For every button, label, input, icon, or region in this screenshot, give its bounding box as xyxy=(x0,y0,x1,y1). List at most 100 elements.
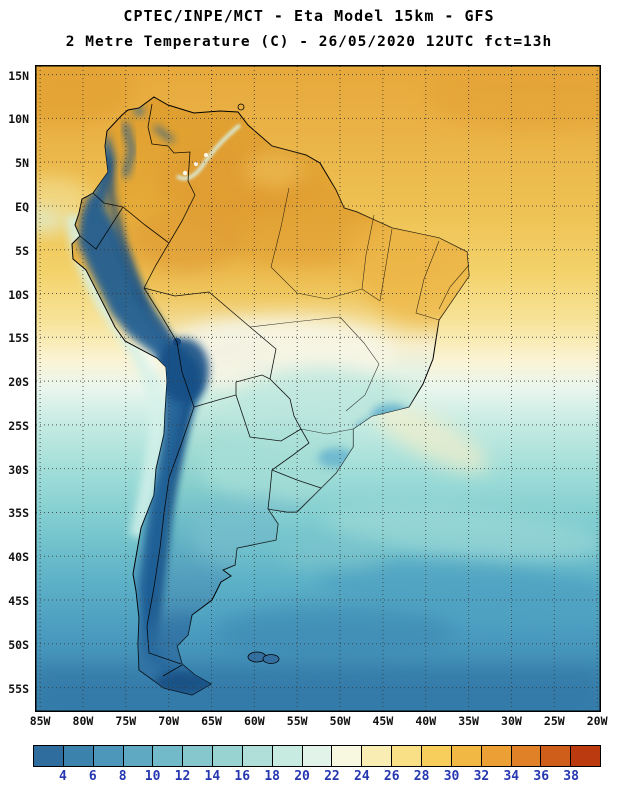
colorbar-tick-label: 38 xyxy=(563,769,579,784)
colorbar-segment xyxy=(392,746,422,766)
lon-tick-label: 85W xyxy=(29,714,51,728)
lat-tick-label: 15N xyxy=(8,68,29,83)
border-ecuador-peru xyxy=(79,206,124,250)
colorbar-tick-label: 22 xyxy=(324,769,340,784)
lat-tick-label: 50S xyxy=(8,637,29,652)
lon-tick-label: 30W xyxy=(501,714,522,728)
colorbar-segment xyxy=(153,746,184,766)
lon-tick-label: 40W xyxy=(415,714,437,728)
colorbar-segment xyxy=(421,746,452,766)
colorbar-segment xyxy=(571,746,601,766)
border-peru-brazil xyxy=(143,242,170,289)
lat-tick-label: 55S xyxy=(8,681,29,696)
lat-tick-label: 45S xyxy=(8,594,29,609)
colorbar-segment xyxy=(272,746,303,766)
colorbar-tick-label: 36 xyxy=(533,769,550,784)
map-area xyxy=(35,65,601,712)
colorbar-segment xyxy=(183,746,214,766)
lat-tick-label: 25S xyxy=(8,418,29,433)
colorbar-scale xyxy=(33,745,601,767)
border-bolivia-brazil xyxy=(143,287,277,380)
brazil-current-tongue xyxy=(371,401,489,473)
altiplano-cold-patch xyxy=(157,338,209,402)
colorbar-tick-label: 24 xyxy=(354,769,370,784)
border-peru-colombia xyxy=(122,206,170,244)
subantarctic-band xyxy=(36,665,600,711)
colorbar-tick-label: 20 xyxy=(294,769,310,784)
land-temperature-detail xyxy=(78,106,469,695)
lon-tick-label: 25W xyxy=(543,714,565,728)
lon-tick-label: 20W xyxy=(586,714,608,728)
lon-tick-label: 70W xyxy=(158,714,180,728)
lon-tick-label: 55W xyxy=(286,714,308,728)
colorbar-segment xyxy=(213,746,243,766)
border-uruguay-brazil xyxy=(271,469,322,489)
lat-tick-label: 35S xyxy=(8,506,29,521)
lat-tick-label: 10S xyxy=(8,287,29,302)
colorbar-segment xyxy=(93,746,124,766)
map-field xyxy=(36,66,600,711)
colorbar-tick-label: 4 xyxy=(58,769,67,784)
merida-range xyxy=(153,125,175,143)
lon-tick-label: 45W xyxy=(372,714,394,728)
trinidad-island xyxy=(237,103,245,111)
warm-ocean-patch xyxy=(425,66,600,130)
colorbar-tick-label: 12 xyxy=(174,769,191,784)
lat-tick-label: EQ xyxy=(15,199,29,214)
colorbar-tick-label: 18 xyxy=(264,769,280,784)
river-cool-dot xyxy=(204,153,208,157)
colorbar-segment xyxy=(451,746,482,766)
border-argentina-brazil-uruguay xyxy=(267,428,310,510)
lat-tick-label: 30S xyxy=(8,462,29,477)
lat-tick-label: 40S xyxy=(8,550,29,565)
colorbar-tick-label: 34 xyxy=(503,769,520,784)
colorbar-tick-labels: 4 6 8 10 12 14 16 18 20 22 24 26 28 30 32 34 36 38 xyxy=(33,769,601,787)
river-cool-dot xyxy=(182,170,188,176)
colorbar-tick-label: 10 xyxy=(144,769,161,784)
colorbar-tick-label: 6 xyxy=(88,769,97,784)
colorbar-tick-label: 8 xyxy=(118,769,127,784)
chart-header: CPTEC/INPE/MCT - Eta Model 15km - GFS 2 … xyxy=(0,7,618,50)
plot-frame xyxy=(35,65,601,712)
colorbar-tick-label: 28 xyxy=(413,769,430,784)
lat-tick-label: 5N xyxy=(15,156,29,171)
colorbar-tick-label: 26 xyxy=(383,769,400,784)
amazon-warm-patch xyxy=(130,208,240,272)
lon-tick-label: 80W xyxy=(72,714,94,728)
lon-tick-label: 75W xyxy=(115,714,137,728)
lon-tick-label: 65W xyxy=(201,714,222,728)
colorbar-segment xyxy=(511,746,542,766)
colorbar-segment xyxy=(63,746,94,766)
colorbar-segment xyxy=(302,746,333,766)
colorbar-tick-label: 32 xyxy=(473,769,490,784)
south-atlantic-band xyxy=(215,605,455,661)
colorbar-segment xyxy=(332,746,363,766)
strait-of-magellan xyxy=(162,664,183,677)
colorbar-segment xyxy=(242,746,273,766)
border-bolivia-argentina xyxy=(193,382,237,408)
orinoco-river-cool-line xyxy=(175,123,242,181)
border-colombia-brazil xyxy=(168,194,196,244)
brazil-state-borders xyxy=(249,187,470,435)
coastal-eddy xyxy=(280,537,390,569)
colorbar-segment xyxy=(362,746,393,766)
colorbar-segment xyxy=(541,746,572,766)
chart-subtitle: 2 Metre Temperature (C) - 26/05/2020 12U… xyxy=(65,34,553,50)
andes-cold-strip xyxy=(78,131,203,679)
lat-tick-label: 20S xyxy=(8,375,29,390)
warm-ocean-patch xyxy=(36,66,135,125)
border-colombia-venezuela xyxy=(147,103,196,196)
border-peru-bolivia-chile xyxy=(143,287,195,408)
colorbar: 4 6 8 10 12 14 16 18 20 22 24 26 28 30 32 34 36 38 xyxy=(33,745,601,787)
colorbar-segment xyxy=(123,746,154,766)
lon-tick-label: 35W xyxy=(458,714,479,728)
lat-tick-label: 10N xyxy=(8,112,29,127)
guyana-highlands-patch xyxy=(245,152,305,188)
colorbar-segment xyxy=(481,746,512,766)
river-cool-dot xyxy=(194,162,198,166)
lon-tick-label: 50W xyxy=(329,714,351,728)
cold-pacific-patch xyxy=(36,208,65,232)
latitude-axis: 15N 10N 5N EQ 5S 10S 15S 20S 25S 30S 35S 40S 45S 50S 5… xyxy=(0,65,31,712)
colorbar-tick-label: 14 xyxy=(204,769,221,784)
